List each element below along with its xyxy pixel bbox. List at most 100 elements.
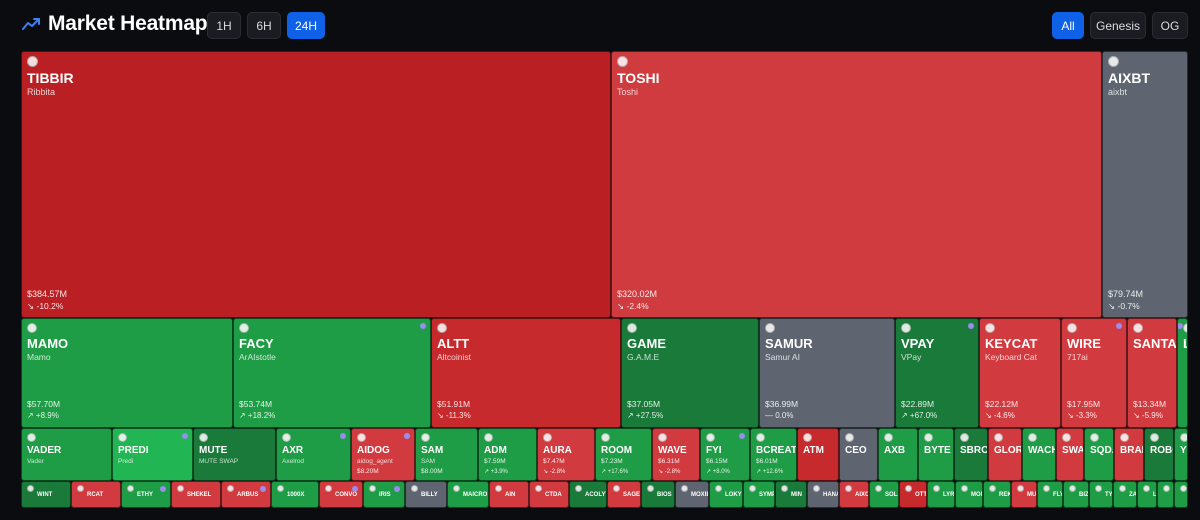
token-symbol: WAVE	[658, 445, 687, 456]
tile-vpay[interactable]: VPAY VPay $22.89M ↗ +67.0%	[895, 318, 979, 428]
tile-mu[interactable]: MU...	[1011, 481, 1037, 508]
tile-maicro[interactable]: MAICRO	[447, 481, 489, 508]
tile-ain[interactable]: AIN	[489, 481, 529, 508]
tile-byte[interactable]: BYTE	[918, 428, 954, 481]
tile-flyte[interactable]: FLYTE	[1037, 481, 1063, 508]
tile-ethy[interactable]: ETHY	[121, 481, 171, 508]
tile-rcat[interactable]: RCAT	[71, 481, 121, 508]
tile-symp[interactable]: SYMP	[743, 481, 775, 508]
tile-bios[interactable]: BIOS	[641, 481, 675, 508]
token-logo-icon	[27, 56, 38, 67]
tile-aura[interactable]: AURA $7.47M ↘ -2.8%	[537, 428, 595, 481]
token-logo-icon	[437, 323, 447, 333]
tile-ceo[interactable]: CEO	[839, 428, 878, 481]
tile-wach[interactable]: WACH	[1022, 428, 1056, 481]
tile-iris[interactable]: IRIS	[363, 481, 405, 508]
token-symbol: AXR	[282, 445, 304, 456]
tile-sbro[interactable]: SBRO	[954, 428, 988, 481]
tile-hana[interactable]: HANA	[807, 481, 839, 508]
tile-mamo[interactable]: MAMO Mamo $57.70M ↗ +8.9%	[21, 318, 233, 428]
token-symbol: ETHY	[137, 491, 154, 498]
tile-altt[interactable]: ALTT Altcoinist $51.91M ↘ -11.3%	[431, 318, 621, 428]
time-tab-1h[interactable]: 1H	[207, 12, 241, 39]
tile-toshi[interactable]: TOSHI Toshi $320.02M ↘ -2.4%	[611, 51, 1102, 318]
tile-glor[interactable]: GLOR...	[988, 428, 1022, 481]
tile-lu[interactable]: LU	[1177, 318, 1188, 428]
price-change: ↗ +12.6%	[756, 468, 784, 475]
tile-billy[interactable]: BILLY	[405, 481, 447, 508]
tile-tibbir[interactable]: TIBBIR Ribbita $384.57M ↘ -10.2%	[21, 51, 611, 318]
filter-genesis[interactable]: Genesis	[1090, 12, 1146, 39]
token-logo-icon	[27, 323, 37, 333]
tile-biz[interactable]: BIZ	[1063, 481, 1089, 508]
tile-sage[interactable]: SAGE	[607, 481, 641, 508]
tile-robot[interactable]: ROBOT	[1144, 428, 1174, 481]
tile-axr[interactable]: AXR Axelrod	[276, 428, 351, 481]
tile-mute[interactable]: MUTE MUTE SWAP	[193, 428, 276, 481]
tile-tr[interactable]: TR...	[1157, 481, 1174, 508]
tile-otto[interactable]: OTTO	[899, 481, 927, 508]
tile-yun[interactable]: YUN	[1174, 428, 1188, 481]
tile-wire[interactable]: WIRE 717ai $17.95M ↘ -3.3%	[1061, 318, 1127, 428]
tile-lyra[interactable]: LYRA	[927, 481, 955, 508]
tile-acolyt[interactable]: ACOLYT	[569, 481, 607, 508]
tile-aixcb[interactable]: AIXCB	[839, 481, 869, 508]
tile-aidog[interactable]: AIDOG aidog_agent $8.20M	[351, 428, 415, 481]
badge-dot-icon	[394, 486, 400, 492]
tile-vader[interactable]: VADER Vader	[21, 428, 112, 481]
token-symbol: MIN	[791, 491, 802, 498]
tile-room[interactable]: ROOM $7.23M ↗ +17.6%	[595, 428, 652, 481]
market-cap: $36.99M	[765, 399, 799, 409]
tile-rekt[interactable]: REKT	[983, 481, 1011, 508]
token-logo-icon	[227, 485, 234, 492]
tile-luc[interactable]: LUC...	[1137, 481, 1157, 508]
tile-samur[interactable]: SAMUR Samur AI $36.99M — 0.0%	[759, 318, 895, 428]
tile-facy[interactable]: FACY ArAIstotle $53.74M ↗ +18.2%	[233, 318, 431, 428]
tile-monk[interactable]: MONK	[955, 481, 983, 508]
tile-atm[interactable]: ATM	[797, 428, 839, 481]
tile-moxie[interactable]: MOXIE	[675, 481, 709, 508]
token-symbol: AURA	[543, 445, 572, 456]
price-change: ↘ -2.4%	[617, 301, 649, 311]
token-logo-icon	[1180, 485, 1187, 492]
token-logo-icon	[933, 485, 940, 492]
tile-loky[interactable]: LOKY	[709, 481, 743, 508]
tile-og[interactable]: OG	[1174, 481, 1188, 508]
tile-shekel[interactable]: SHEKEL	[171, 481, 221, 508]
tile-ctda[interactable]: CTDA	[529, 481, 569, 508]
token-name: Toshi	[617, 87, 639, 97]
tile-swa[interactable]: SWA...	[1056, 428, 1084, 481]
token-logo-icon	[1090, 433, 1099, 442]
tile-fyi[interactable]: FYI $6.15M ↗ +8.0%	[700, 428, 750, 481]
token-symbol: BIZ	[1079, 491, 1089, 498]
tile-tyc[interactable]: TYC...	[1089, 481, 1113, 508]
tile-sam[interactable]: SAM SAM $8.00M	[415, 428, 478, 481]
tile-min[interactable]: MIN	[775, 481, 807, 508]
tile-aixbt[interactable]: AIXBT aixbt $79.74M ↘ -0.7%	[1102, 51, 1188, 318]
token-logo-icon	[813, 485, 820, 492]
tile-sola[interactable]: SOLA...	[869, 481, 899, 508]
token-logo-icon	[1119, 485, 1126, 492]
tile-convo[interactable]: CONVO	[319, 481, 363, 508]
tile-predi[interactable]: PREDI Predi	[112, 428, 193, 481]
tile-bcreat[interactable]: BCREAT $6.01M ↗ +12.6%	[750, 428, 797, 481]
tile-brain[interactable]: BRAIN	[1114, 428, 1144, 481]
filter-og[interactable]: OG	[1152, 12, 1188, 39]
tile-adm[interactable]: ADM $7.59M ↗ +3.9%	[478, 428, 537, 481]
tile-wint[interactable]: WINT	[21, 481, 71, 508]
tile-axb[interactable]: AXB	[878, 428, 918, 481]
time-tab-6h[interactable]: 6H	[247, 12, 281, 39]
tile-game[interactable]: GAME G.A.M.E $37.05M ↗ +27.5%	[621, 318, 759, 428]
tile-wave[interactable]: WAVE $6.31M ↘ -2.8%	[652, 428, 700, 481]
filter-all[interactable]: All	[1052, 12, 1084, 39]
tile-1000x[interactable]: 1000X	[271, 481, 319, 508]
tile-arbus[interactable]: ARBUS	[221, 481, 271, 508]
tile-keycat[interactable]: KEYCAT Keyboard Cat $22.12M ↘ -4.6%	[979, 318, 1061, 428]
tile-sqd[interactable]: SQD...	[1084, 428, 1114, 481]
token-logo-icon	[1120, 433, 1129, 442]
price-change: ↘ -2.8%	[543, 468, 566, 475]
time-tab-24h[interactable]: 24H	[287, 12, 325, 39]
tile-zaia[interactable]: ZAIA	[1113, 481, 1137, 508]
tile-santa[interactable]: SANTA $13.34M ↘ -5.9%	[1127, 318, 1177, 428]
